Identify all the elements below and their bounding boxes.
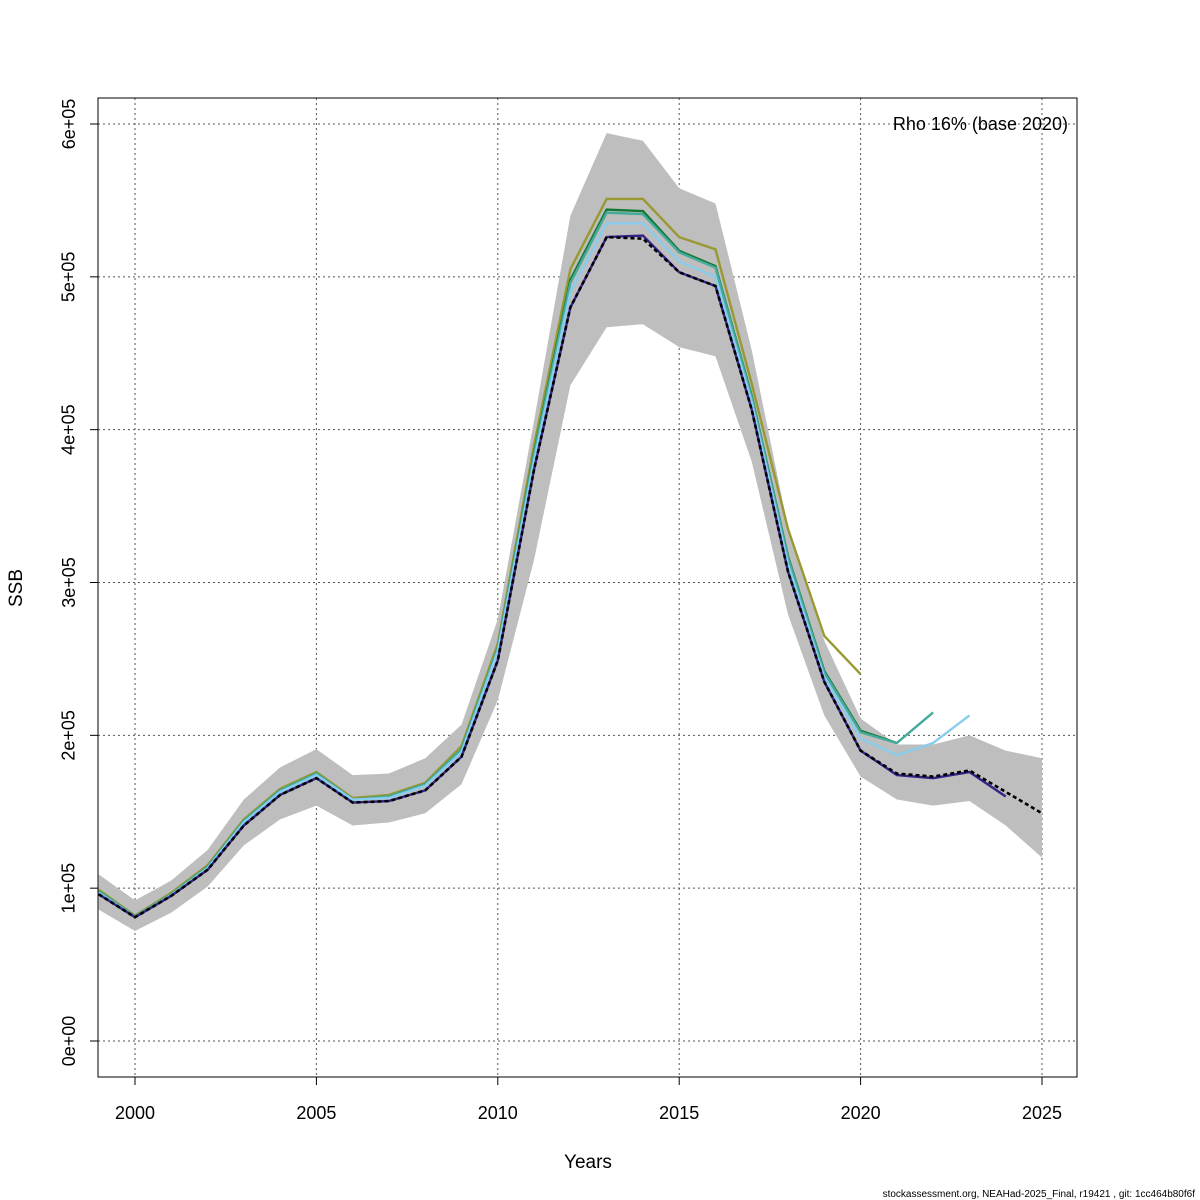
rho-annotation: Rho 16% (base 2020) bbox=[893, 114, 1068, 134]
x-tick-label: 2015 bbox=[659, 1103, 699, 1123]
series-line-base bbox=[98, 235, 1043, 919]
x-axis-label: Years bbox=[564, 1152, 612, 1173]
footer-text: stockassessment.org, NEAHad-2025_Final, … bbox=[883, 1189, 1196, 1200]
y-axis: 0e+00 1e+05 2e+05 3e+05 4e+05 5e+05 6e+05 bbox=[59, 99, 98, 1067]
y-tick-label: 0e+00 bbox=[59, 1016, 79, 1067]
x-tick-label: 2005 bbox=[296, 1103, 336, 1123]
y-tick-label: 2e+05 bbox=[59, 710, 79, 761]
confidence-band bbox=[98, 133, 1043, 931]
y-tick-label: 4e+05 bbox=[59, 404, 79, 455]
x-tick-label: 2010 bbox=[478, 1103, 518, 1123]
y-tick-label: 6e+05 bbox=[59, 99, 79, 150]
series-line-0 bbox=[98, 197, 862, 918]
x-axis: 2000 2005 2010 2015 2020 2025 bbox=[115, 1077, 1062, 1123]
series-lines bbox=[98, 197, 1043, 919]
x-tick-label: 2020 bbox=[841, 1103, 881, 1123]
y-tick-label: 3e+05 bbox=[59, 557, 79, 608]
y-tick-label: 1e+05 bbox=[59, 863, 79, 914]
y-axis-label: SSB bbox=[6, 569, 27, 607]
plot-frame bbox=[97, 97, 1078, 1078]
y-tick-label: 5e+05 bbox=[59, 252, 79, 303]
x-tick-label: 2025 bbox=[1022, 1103, 1062, 1123]
grid-lines bbox=[98, 98, 1077, 1077]
confidence-band-polygon bbox=[98, 133, 1043, 931]
series-line-3 bbox=[98, 222, 971, 919]
x-tick-label: 2000 bbox=[115, 1103, 155, 1123]
